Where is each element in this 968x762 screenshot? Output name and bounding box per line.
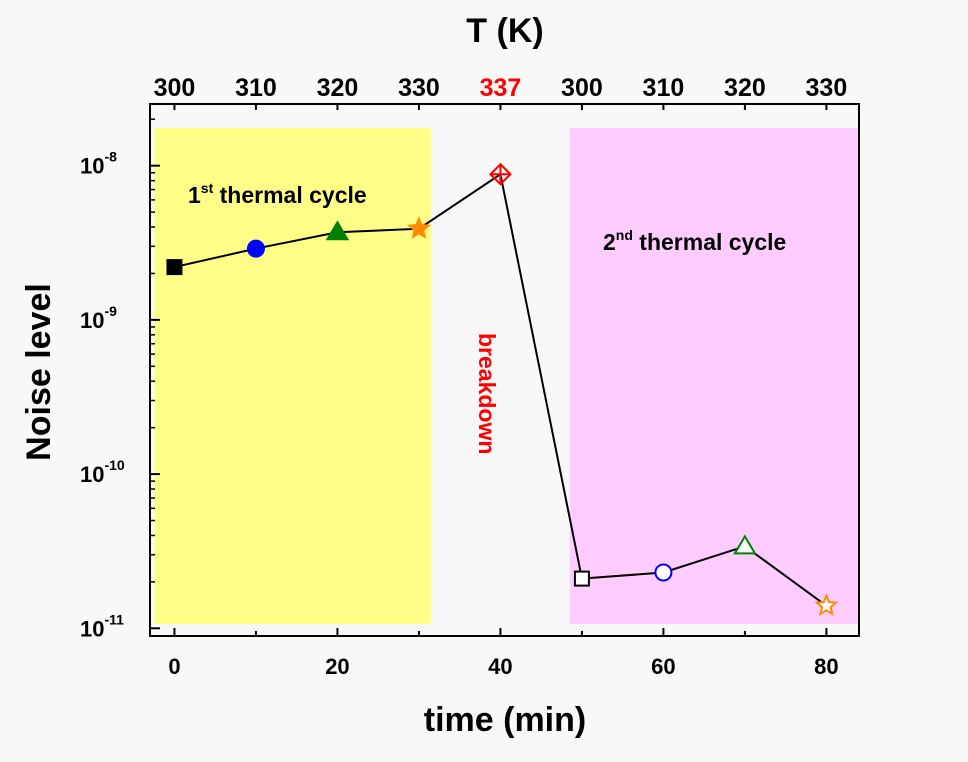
x-axis-title: time (min) [424, 701, 586, 739]
data-point-crossed-diamond [489, 162, 512, 186]
data-point-square [573, 570, 590, 587]
region-2-label-main: 2 [603, 229, 616, 255]
data-point-star [406, 216, 431, 239]
region-2-label-sup: nd [616, 227, 633, 243]
y-axis-ticks: 10-11 10-10 10-9 10-8 [80, 118, 160, 641]
top-tick-label: 320 [724, 74, 766, 102]
x-tick-label: 0 [168, 654, 180, 679]
region-1-label-main: 1 [188, 182, 201, 208]
data-point-star [814, 593, 839, 616]
data-point-triangle [325, 220, 350, 241]
thermal-cycle-region-1 [154, 128, 432, 624]
top-tick-label: 337 [480, 74, 522, 102]
x-axis-ticks: 0 20 40 60 80 [168, 628, 839, 679]
x-tick-label: 20 [325, 654, 349, 679]
breakdown-annotation: breakdown [474, 333, 500, 454]
region-1-label-sup: st [201, 180, 214, 196]
data-point-circle [654, 563, 673, 582]
top-tick-label: 300 [561, 74, 603, 102]
y-axis-title: Noise level [20, 283, 58, 461]
plot-frame [149, 103, 860, 637]
data-point-triangle [733, 534, 757, 555]
top-axis-ticks: 300 310 320 330 337 300 310 320 330 [154, 74, 848, 110]
region-1-label: 1st thermal cycle [188, 180, 367, 208]
region-2-label: 2nd thermal cycle [603, 227, 786, 255]
top-tick-label: 330 [398, 74, 440, 102]
thermal-cycle-regions [154, 128, 859, 624]
region-1-label-rest: thermal cycle [213, 182, 366, 208]
data-point-square [166, 259, 183, 276]
top-axis-title: T (K) [466, 12, 543, 50]
top-tick-label: 330 [806, 74, 848, 102]
x-tick-label: 60 [651, 654, 675, 679]
x-tick-label: 40 [488, 654, 512, 679]
y-tick-label: 10-8 [80, 149, 117, 179]
top-tick-label: 300 [154, 74, 196, 102]
x-tick-label: 80 [814, 654, 838, 679]
y-tick-label: 10-11 [80, 611, 124, 641]
top-tick-label: 310 [235, 74, 277, 102]
top-tick-label: 320 [317, 74, 359, 102]
data-markers [166, 162, 839, 616]
top-tick-label: 310 [643, 74, 685, 102]
thermal-cycle-region-2 [569, 128, 859, 624]
data-point-circle [246, 239, 265, 258]
y-tick-label: 10-10 [80, 457, 125, 487]
region-2-label-rest: thermal cycle [633, 229, 786, 255]
y-tick-label: 10-9 [80, 303, 117, 333]
